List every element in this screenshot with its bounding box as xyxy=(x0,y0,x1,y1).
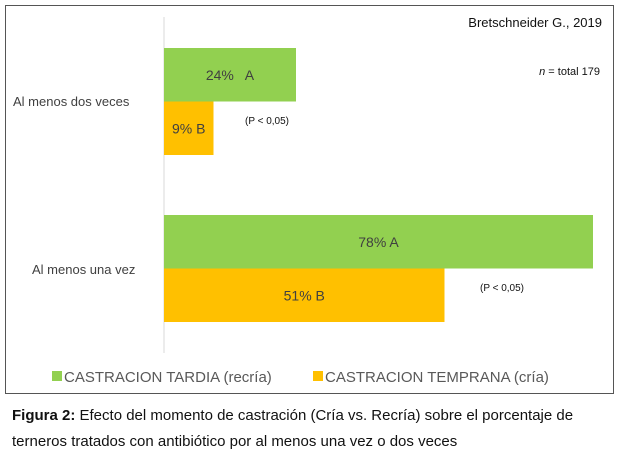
category-label-una-vez: Al menos una vez xyxy=(32,262,135,277)
bar-temprana-dos-veces xyxy=(164,101,214,155)
significance-annotation-1: (P < 0,05) xyxy=(245,116,289,127)
legend: CASTRACION TARDIA (recría) CASTRACION TE… xyxy=(52,369,549,386)
category-label-dos-veces: Al menos dos veces xyxy=(13,94,130,109)
legend-label-temprana: CASTRACION TEMPRANA (cría) xyxy=(325,369,549,386)
legend-label-tardia: CASTRACION TARDIA (recría) xyxy=(64,369,272,386)
chart-frame xyxy=(5,5,614,394)
sample-size-value: = total 179 xyxy=(545,66,600,78)
significance-annotation-2: (P < 0,05) xyxy=(480,283,524,294)
sample-size-label: n = total 179 xyxy=(539,66,600,78)
data-label-tardia-una-vez: 78% A xyxy=(358,234,399,250)
bar-temprana-una-vez xyxy=(164,268,445,322)
legend-swatch-temprana xyxy=(313,371,323,381)
bar-chart: 24% A 78% A 9% B 51% B Bretschneider G., 20… xyxy=(13,15,602,386)
figure-caption: Figura 2: Efecto del momento de castraci… xyxy=(12,403,617,455)
caption-text: Efecto del momento de castración (Cría v… xyxy=(12,407,574,450)
data-label-temprana-una-vez: 51% B xyxy=(284,287,325,303)
legend-swatch-tardia xyxy=(52,371,62,381)
data-label-tardia-dos-veces: 24% A xyxy=(206,67,255,83)
sample-size-n: n xyxy=(539,66,545,78)
bar-tardia-una-vez xyxy=(164,215,593,269)
caption-label: Figura 2: xyxy=(12,407,76,424)
data-label-temprana-dos-veces: 9% B xyxy=(172,120,205,136)
source-label: Bretschneider G., 2019 xyxy=(468,15,602,30)
bar-tardia-dos-veces xyxy=(164,48,296,102)
